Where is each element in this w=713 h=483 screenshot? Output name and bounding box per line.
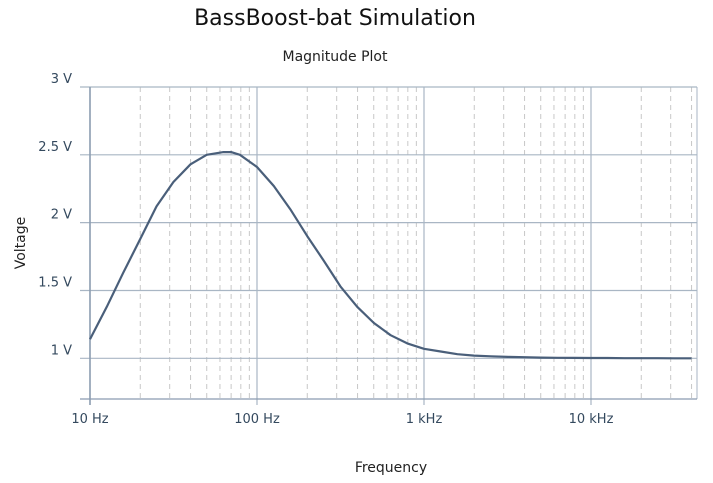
y-axis-label: Voltage [13, 217, 29, 270]
y-tick-label: 2.5 V [38, 140, 72, 155]
chart-title: BassBoost-bat Simulation [194, 6, 476, 31]
y-tick-label: 1.5 V [38, 275, 72, 290]
x-tick-label: 10 Hz [71, 412, 108, 427]
magnitude-series-line [89, 151, 692, 360]
y-tick-label: 3 V [51, 72, 72, 87]
x-tick-label: 100 Hz [234, 412, 280, 427]
x-tick-label: 1 kHz [406, 412, 443, 427]
y-tick-label: 1 V [51, 343, 72, 358]
x-axis-label: Frequency [355, 460, 427, 476]
chart-subtitle: Magnitude Plot [282, 49, 388, 65]
y-tick-label: 2 V [51, 208, 72, 223]
x-tick-label: 10 kHz [569, 412, 614, 427]
